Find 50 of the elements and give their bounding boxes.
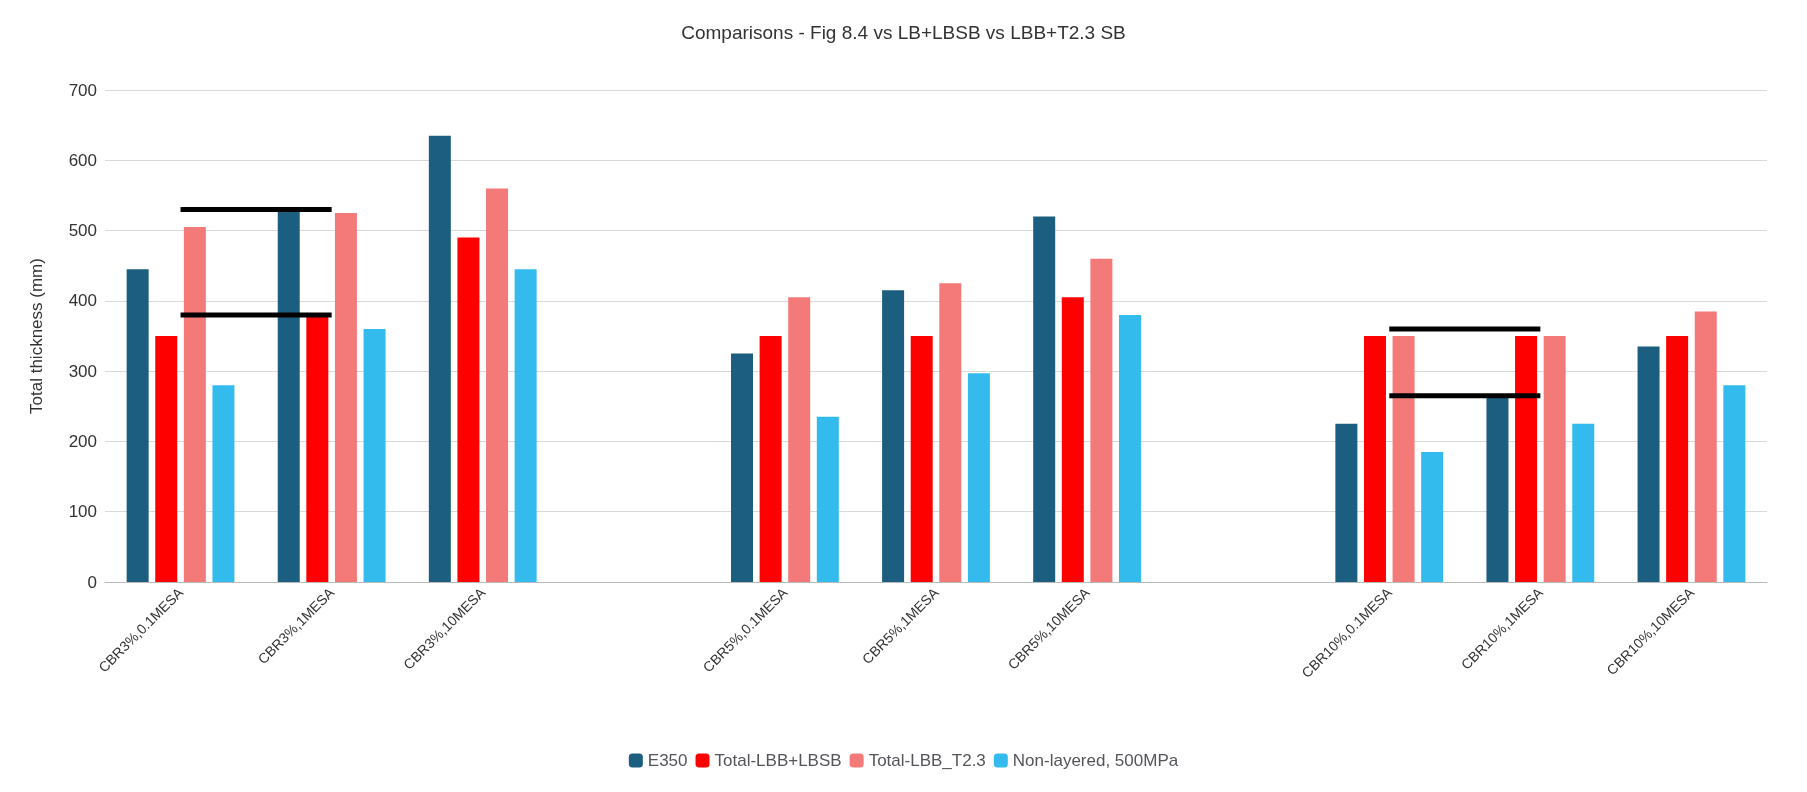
- legend-label: Non-layered, 500MPa: [1012, 751, 1179, 770]
- bar: [486, 188, 509, 582]
- legend-label: Total-LBB+LBSB: [714, 751, 842, 770]
- y-tick-label: 400: [68, 291, 97, 311]
- bar: [731, 353, 754, 582]
- bar: [1723, 385, 1746, 582]
- chart-title: Comparisons - Fig 8.4 vs LB+LBSB vs LBB+T2.3 SB: [681, 22, 1126, 43]
- bar: [759, 336, 782, 582]
- bar: [1637, 346, 1660, 582]
- bar: [1572, 423, 1595, 582]
- y-tick-label: 200: [68, 431, 97, 451]
- bar: [183, 227, 206, 582]
- bar: [363, 328, 386, 582]
- bar: [514, 269, 537, 582]
- y-tick-label: 100: [68, 502, 97, 522]
- bar: [1363, 336, 1386, 582]
- bar: [306, 314, 329, 582]
- bar: [277, 209, 300, 582]
- bar: [212, 385, 235, 582]
- bar: [1061, 297, 1084, 582]
- bar: [1486, 395, 1509, 582]
- bar: [1694, 311, 1717, 582]
- y-tick-label: 500: [68, 221, 97, 241]
- bar: [457, 237, 480, 582]
- bar: [1666, 336, 1689, 582]
- bar: [155, 336, 178, 582]
- bar: [1543, 336, 1566, 582]
- y-tick-label: 0: [87, 572, 97, 592]
- bar: [882, 290, 905, 582]
- legend-label: Total-LBB_T2.3: [868, 751, 986, 770]
- legend-label: E350: [647, 751, 688, 770]
- bar: [334, 213, 357, 582]
- bar: [428, 135, 451, 582]
- bar: [1421, 451, 1444, 582]
- y-tick-label: 600: [68, 150, 97, 170]
- bar: [939, 283, 962, 582]
- bar: [1335, 423, 1358, 582]
- bar: [816, 416, 839, 582]
- bar: [967, 373, 990, 582]
- bar: [910, 336, 933, 582]
- bar: [788, 297, 811, 582]
- bar: [1033, 216, 1056, 582]
- y-tick-label: 300: [68, 361, 97, 381]
- y-tick-label: 700: [68, 80, 97, 100]
- bar: [1515, 336, 1538, 582]
- bar: [126, 269, 149, 582]
- y-axis-title: Total thickness (mm): [27, 258, 46, 414]
- bar: [1118, 314, 1141, 582]
- bar: [1392, 336, 1415, 582]
- bar: [1090, 258, 1113, 582]
